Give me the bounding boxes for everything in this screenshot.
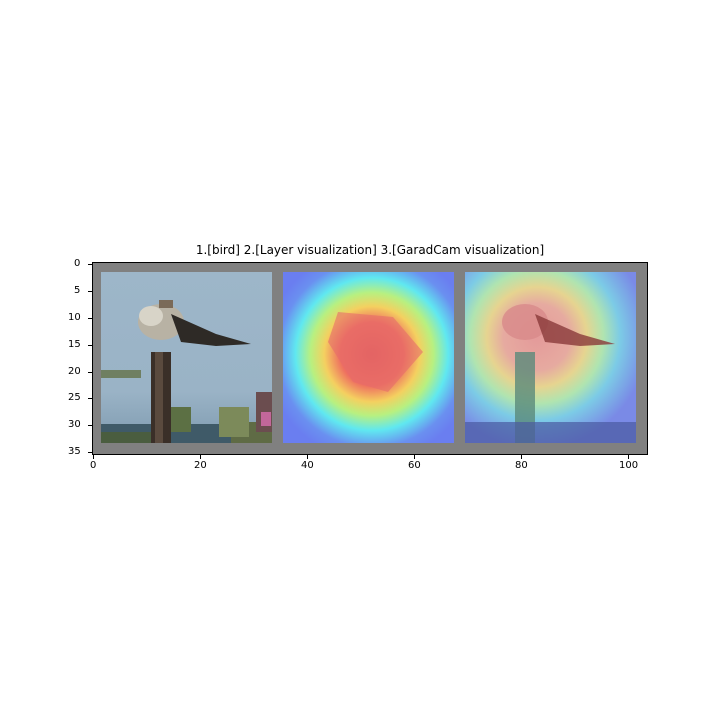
x-tick-label: 80 xyxy=(515,460,528,471)
x-tick-label: 100 xyxy=(619,460,639,471)
y-tick-label: 15 xyxy=(68,339,81,350)
y-tick-label: 30 xyxy=(68,419,81,430)
x-tick-label: 60 xyxy=(408,460,421,471)
gradcam-overlay-panel xyxy=(465,272,636,443)
y-tick-label: 5 xyxy=(74,285,81,296)
figure-title: 1.[bird] 2.[Layer visualization] 3.[Gara… xyxy=(195,243,545,257)
y-tick-label: 0 xyxy=(74,258,81,269)
y-tick-label: 35 xyxy=(68,446,81,457)
y-tick-label: 25 xyxy=(68,392,81,403)
y-tick-label: 10 xyxy=(68,312,81,323)
x-tick-label: 0 xyxy=(90,460,97,471)
x-tick-label: 20 xyxy=(194,460,207,471)
x-tick-label: 40 xyxy=(301,460,314,471)
image-axes xyxy=(92,262,648,455)
layer-heatmap-panel xyxy=(283,272,454,443)
y-tick-label: 20 xyxy=(68,366,81,377)
original-image-panel xyxy=(101,272,272,443)
